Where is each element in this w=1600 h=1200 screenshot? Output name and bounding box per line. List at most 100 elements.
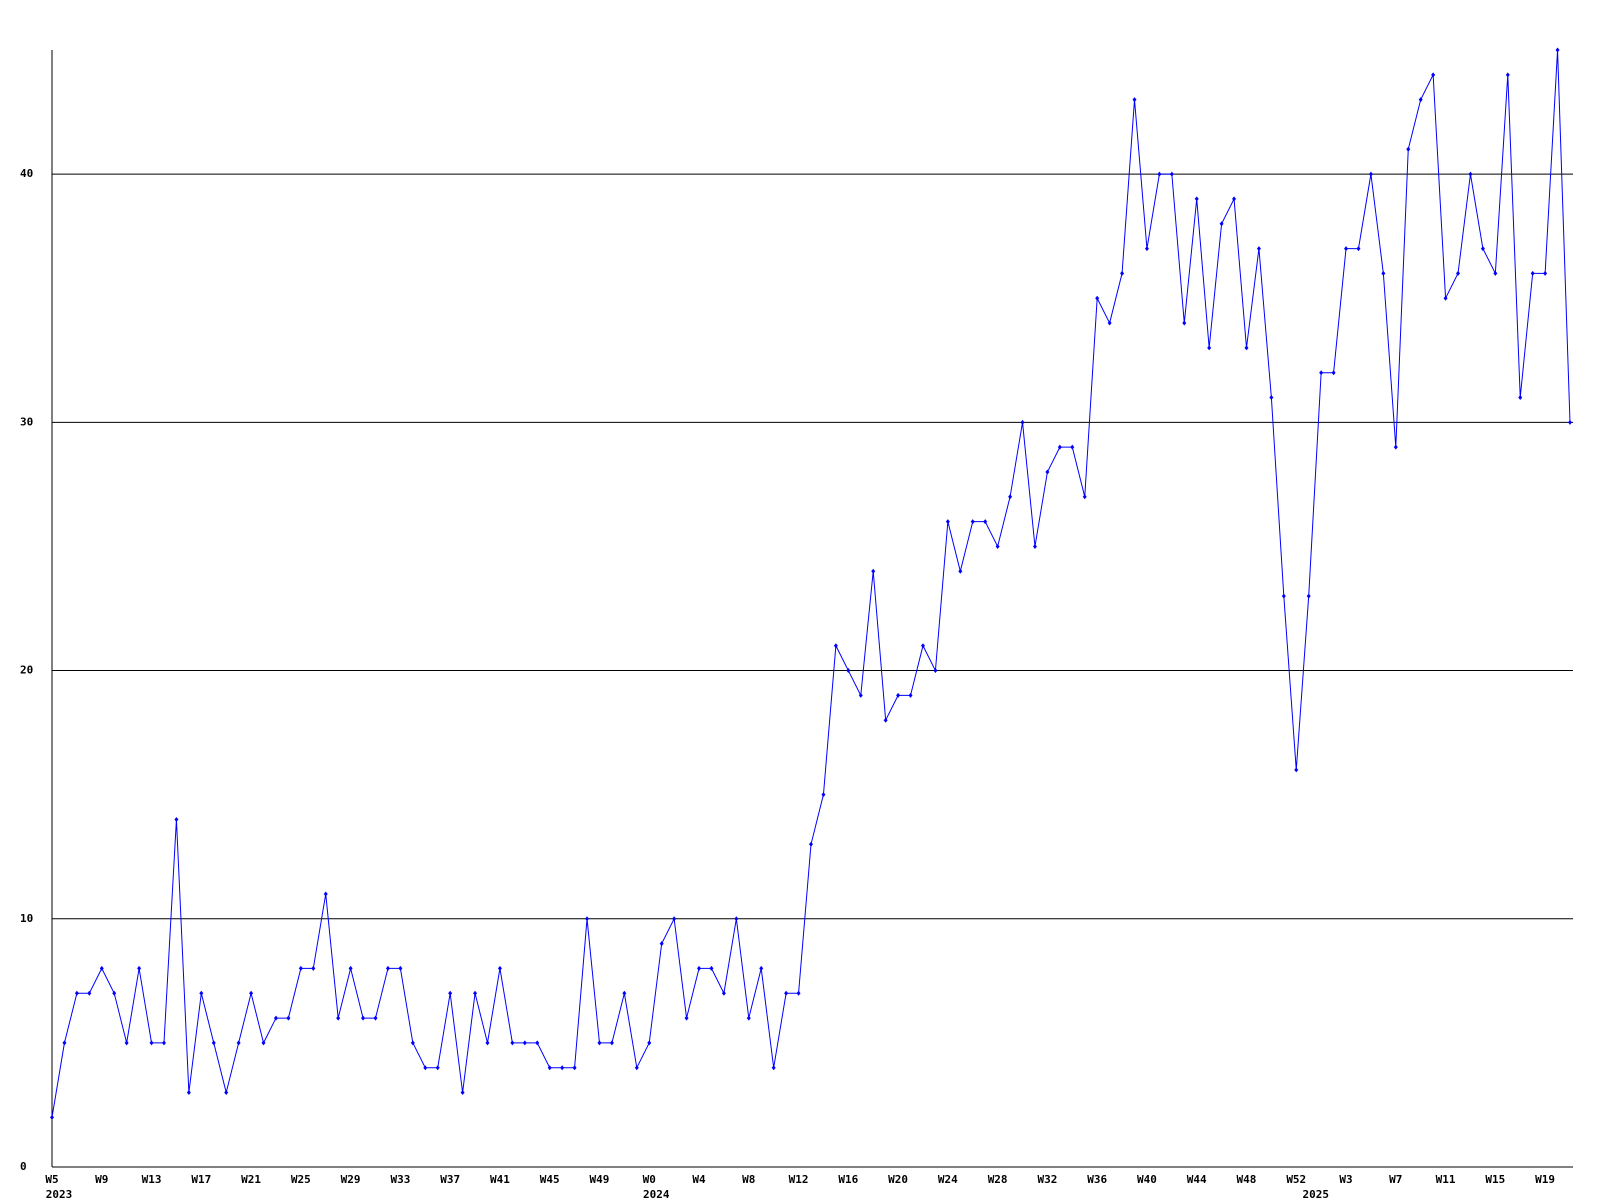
data-point: [697, 965, 702, 971]
data-point: [784, 990, 789, 996]
data-point: [1020, 419, 1025, 425]
data-point: [1169, 171, 1174, 177]
data-point: [1244, 345, 1249, 351]
data-point: [1406, 146, 1411, 152]
data-point: [933, 668, 938, 674]
data-point: [883, 717, 888, 723]
data-point: [1393, 444, 1398, 450]
data-point: [1144, 246, 1149, 252]
data-point: [1256, 246, 1261, 252]
data-point: [1194, 196, 1199, 202]
data-point: [485, 1040, 490, 1046]
data-point: [1182, 320, 1187, 326]
data-point: [1543, 270, 1548, 276]
data-point: [74, 990, 79, 996]
data-point: [448, 990, 453, 996]
data-point: [995, 543, 1000, 549]
x-tick-label: W25: [291, 1173, 311, 1186]
data-point: [174, 816, 179, 822]
data-point: [298, 965, 303, 971]
data-point: [572, 1065, 577, 1071]
x-tick-label: W28: [988, 1173, 1008, 1186]
data-point: [672, 916, 677, 922]
data-point: [1443, 295, 1448, 301]
data-point: [535, 1040, 540, 1046]
y-tick-label: 10: [20, 912, 33, 925]
data-point: [186, 1090, 191, 1096]
data-point: [609, 1040, 614, 1046]
data-point: [1269, 395, 1274, 401]
data-point: [1045, 469, 1050, 475]
data-point: [846, 668, 851, 674]
data-point: [958, 568, 963, 574]
data-point: [510, 1040, 515, 1046]
y-tick-label: 0: [20, 1160, 27, 1173]
x-tick-label: W5: [45, 1173, 58, 1186]
data-point: [497, 965, 502, 971]
data-point: [1232, 196, 1237, 202]
x-tick-label: W24: [938, 1173, 958, 1186]
x-tick-label: W21: [241, 1173, 261, 1186]
data-point: [1431, 72, 1436, 78]
data-point: [821, 792, 826, 798]
x-tick-label: W41: [490, 1173, 510, 1186]
data-point: [709, 965, 714, 971]
data-point: [273, 1015, 278, 1021]
data-line: [51, 49, 1571, 1118]
data-point: [1319, 370, 1324, 376]
data-point: [124, 1040, 129, 1046]
data-point: [149, 1040, 154, 1046]
data-point: [759, 965, 764, 971]
x-tick-label: W48: [1237, 1173, 1257, 1186]
data-point: [62, 1040, 67, 1046]
data-point: [771, 1065, 776, 1071]
x-tick-label: W40: [1137, 1173, 1157, 1186]
x-tick-label: W19: [1535, 1173, 1555, 1186]
data-point: [684, 1015, 689, 1021]
data-point: [1480, 246, 1485, 252]
data-point: [410, 1040, 415, 1046]
data-point: [1555, 47, 1560, 53]
data-point: [1157, 171, 1162, 177]
x-year-label: 2024: [643, 1188, 670, 1200]
data-point: [1530, 270, 1535, 276]
data-point: [871, 568, 876, 574]
data-point: [373, 1015, 378, 1021]
data-point: [597, 1040, 602, 1046]
data-point: [1281, 593, 1286, 599]
data-point: [435, 1065, 440, 1071]
data-point: [50, 1114, 54, 1120]
x-year-label: 2023: [46, 1188, 73, 1200]
x-tick-label: W52: [1286, 1173, 1306, 1186]
data-point: [896, 692, 901, 698]
x-tick-label: W33: [390, 1173, 410, 1186]
x-tick-label: W12: [789, 1173, 809, 1186]
x-tick-label: W49: [590, 1173, 610, 1186]
data-point: [1207, 345, 1212, 351]
data-point: [99, 965, 104, 971]
x-tick-label: W3: [1339, 1173, 1352, 1186]
x-tick-label: W9: [95, 1173, 108, 1186]
data-point: [211, 1040, 216, 1046]
data-point: [983, 519, 988, 525]
data-point: [721, 990, 726, 996]
data-point: [385, 965, 390, 971]
data-point: [348, 965, 353, 971]
x-tick-label: W17: [191, 1173, 211, 1186]
data-point: [336, 1015, 341, 1021]
data-point: [137, 965, 142, 971]
data-point: [634, 1065, 639, 1071]
data-point: [323, 891, 328, 897]
data-point: [1456, 270, 1461, 276]
data-point: [361, 1015, 366, 1021]
x-tick-label: W29: [341, 1173, 361, 1186]
data-point: [945, 519, 950, 525]
data-point: [647, 1040, 652, 1046]
data-point: [809, 841, 813, 847]
data-point: [1294, 767, 1299, 773]
data-point: [746, 1015, 751, 1021]
data-point: [1356, 246, 1361, 252]
data-point: [1468, 171, 1473, 177]
data-point: [87, 990, 92, 996]
data-point: [1505, 72, 1510, 78]
